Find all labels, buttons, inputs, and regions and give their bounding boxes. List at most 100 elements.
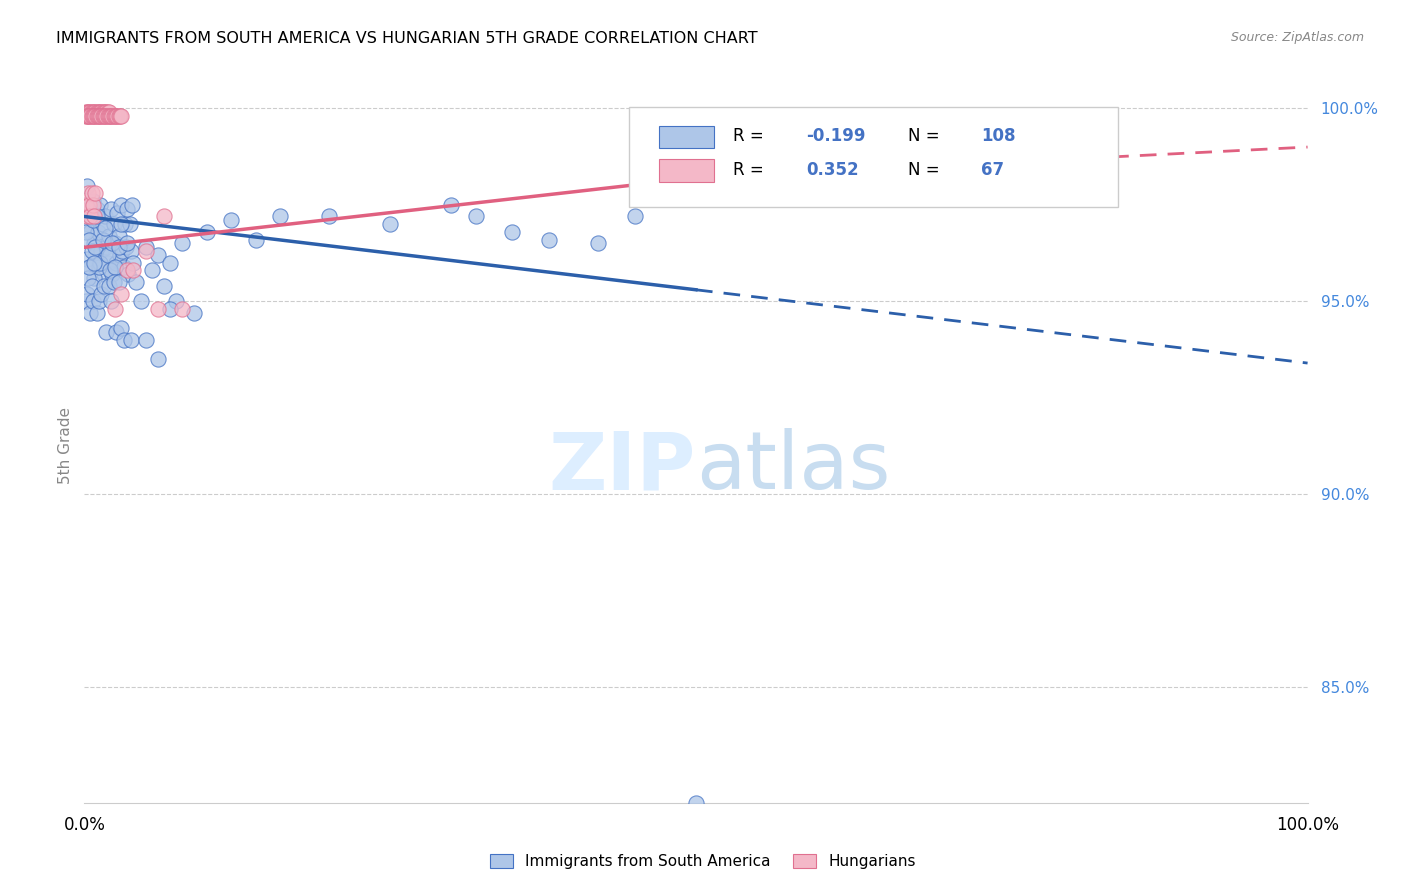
Point <box>87 225 110 239</box>
Point <box>75 198 97 212</box>
Text: atlas: atlas <box>696 428 890 507</box>
Point <box>91 233 114 247</box>
Point <box>195 225 218 239</box>
Point <box>105 325 128 339</box>
Point <box>80 210 103 224</box>
Point <box>98 263 121 277</box>
Point <box>84 109 107 123</box>
Point <box>91 217 114 231</box>
Point <box>440 198 463 212</box>
Point <box>110 198 132 212</box>
Point <box>172 236 194 251</box>
Point <box>75 105 97 120</box>
Point <box>94 210 117 224</box>
Point <box>80 244 103 259</box>
Point <box>77 205 100 219</box>
Point <box>83 210 105 224</box>
Point <box>538 233 561 247</box>
Point <box>83 236 105 251</box>
Point <box>98 109 121 123</box>
Point <box>82 194 104 208</box>
Point <box>121 198 143 212</box>
Point <box>83 271 105 285</box>
Point <box>91 105 114 120</box>
Point <box>90 244 112 259</box>
Point <box>94 105 117 120</box>
Point <box>90 105 112 120</box>
Point <box>77 217 100 231</box>
Point <box>79 306 101 320</box>
Point <box>94 221 117 235</box>
Point <box>97 228 120 243</box>
Point <box>77 260 100 274</box>
Point <box>105 205 128 219</box>
Point <box>76 178 98 193</box>
Point <box>117 268 139 282</box>
Point <box>75 225 97 239</box>
Point <box>101 109 124 123</box>
Point <box>80 186 103 201</box>
Point <box>146 301 169 316</box>
Point <box>159 256 181 270</box>
Point <box>76 109 98 123</box>
Point <box>96 109 118 123</box>
Text: N =: N = <box>908 127 945 145</box>
Point <box>77 105 100 120</box>
Point <box>104 236 127 251</box>
Point <box>107 109 129 123</box>
Point <box>83 105 105 120</box>
Point <box>685 796 707 810</box>
Point <box>93 268 115 282</box>
Point <box>219 213 242 227</box>
Point <box>105 109 128 123</box>
Point <box>146 352 169 367</box>
Point <box>245 233 267 247</box>
Point <box>108 248 131 262</box>
Point <box>77 198 100 212</box>
Point <box>112 333 135 347</box>
Point <box>120 244 142 259</box>
Point <box>96 325 118 339</box>
Point <box>135 240 157 254</box>
Point <box>84 240 107 254</box>
Text: R =: R = <box>733 161 773 178</box>
Point <box>103 217 125 231</box>
Point <box>502 225 524 239</box>
Point <box>83 109 105 123</box>
Point <box>82 198 104 212</box>
Point <box>153 210 176 224</box>
Point <box>122 256 145 270</box>
Point <box>75 294 97 309</box>
Point <box>115 202 138 216</box>
Point <box>77 202 100 216</box>
Point <box>141 263 163 277</box>
Point <box>153 279 176 293</box>
Bar <box>659 159 714 182</box>
Point <box>586 236 609 251</box>
Point <box>464 210 486 224</box>
Point <box>93 109 115 123</box>
Point <box>97 256 120 270</box>
Point <box>107 240 129 254</box>
Point <box>120 333 142 347</box>
Legend: Immigrants from South America, Hungarians: Immigrants from South America, Hungarian… <box>484 848 922 875</box>
Text: ZIP: ZIP <box>548 428 696 507</box>
Point <box>105 109 128 123</box>
Point <box>82 294 104 309</box>
Point <box>79 225 101 239</box>
Point <box>77 105 100 120</box>
Point <box>107 228 129 243</box>
Point <box>93 105 115 120</box>
Text: N =: N = <box>908 161 945 178</box>
Point <box>77 271 100 285</box>
Point <box>97 109 120 123</box>
Point <box>269 210 291 224</box>
Point <box>115 240 138 254</box>
Point <box>79 210 101 224</box>
Point <box>84 248 107 262</box>
Point <box>80 105 103 120</box>
Point <box>135 333 157 347</box>
Y-axis label: 5th Grade: 5th Grade <box>58 408 73 484</box>
Point <box>97 105 120 120</box>
FancyBboxPatch shape <box>628 107 1118 207</box>
